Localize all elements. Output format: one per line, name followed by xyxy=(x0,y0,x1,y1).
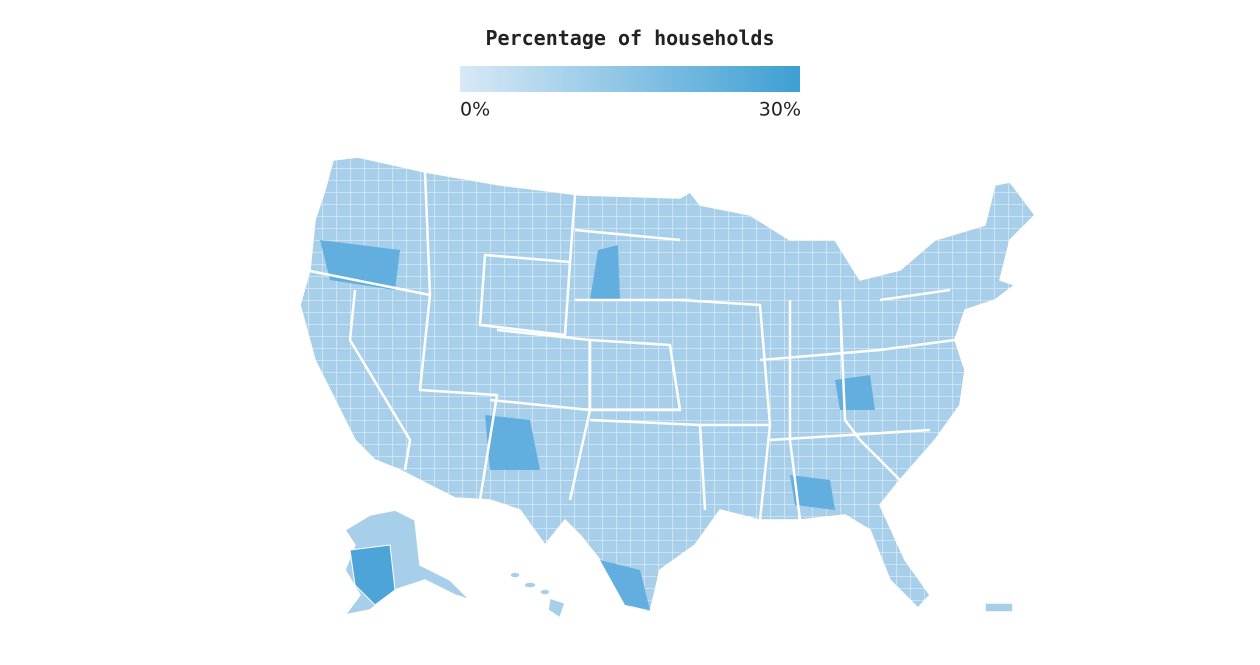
alaska-dark xyxy=(349,544,396,606)
legend-max: 30% xyxy=(759,99,801,121)
puerto-rico xyxy=(984,602,1014,613)
hawaii xyxy=(509,571,566,619)
legend-gradient xyxy=(460,66,800,92)
state-borders xyxy=(304,171,956,521)
map xyxy=(299,156,1036,619)
legend-min: 0% xyxy=(460,99,490,121)
legend-title: Percentage of households xyxy=(486,26,775,50)
